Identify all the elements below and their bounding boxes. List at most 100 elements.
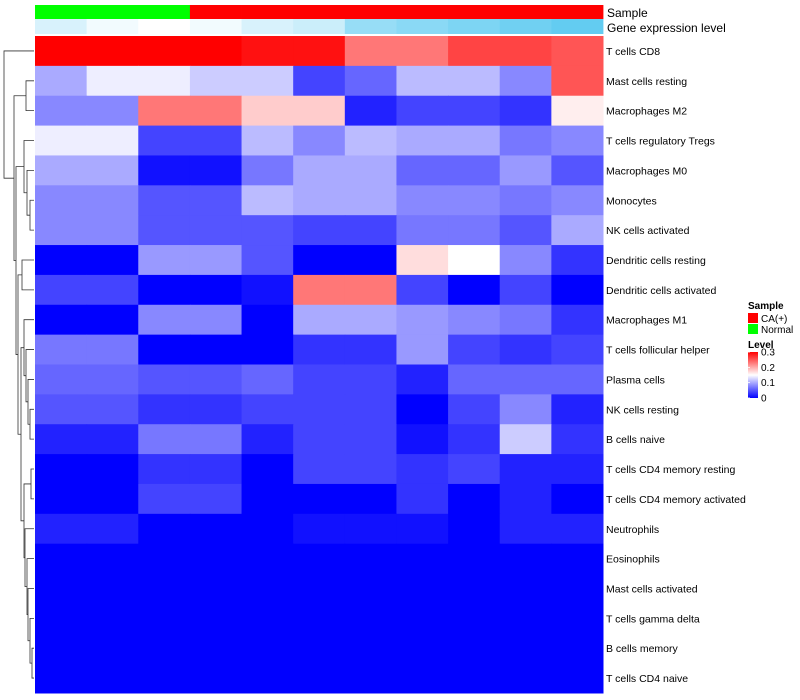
heatmap-cell (189, 483, 243, 515)
expression-annotation-cell (293, 19, 346, 34)
heatmap-cell (138, 185, 191, 216)
heatmap-cell (241, 95, 294, 127)
heatmap-cell (499, 454, 552, 485)
heatmap-cell (293, 454, 346, 485)
heatmap-cell (551, 543, 604, 575)
heatmap-cell (35, 603, 88, 634)
row-label: B cells memory (606, 643, 679, 655)
heatmap-cell (551, 65, 604, 97)
row-label: Macrophages M0 (606, 165, 687, 177)
heatmap-cell (35, 633, 88, 664)
heatmap-cell (241, 603, 294, 634)
heatmap-cell (551, 125, 604, 156)
row-label: Macrophages M2 (606, 106, 687, 118)
heatmap-cell (448, 543, 501, 575)
heatmap-cell (86, 633, 139, 664)
heatmap-cell (189, 424, 243, 455)
heatmap-cell (551, 573, 604, 604)
heatmap-cell (138, 274, 191, 306)
heatmap-cell (189, 65, 243, 97)
row-label: NK cells resting (606, 404, 679, 416)
legend-swatch (748, 324, 758, 334)
heatmap-cell (189, 36, 243, 67)
heatmap-cell (396, 424, 449, 455)
sample-annotation-cell (344, 5, 397, 19)
heatmap-cell (138, 215, 191, 246)
heatmap-cell (189, 364, 243, 395)
expression-annotation-cell (344, 19, 397, 34)
heatmap-cell (448, 245, 501, 276)
heatmap-cell (499, 663, 552, 694)
heatmap-cell (396, 125, 449, 156)
heatmap-cell (499, 125, 552, 156)
heatmap-cell (293, 364, 346, 395)
heatmap-cell (293, 424, 346, 455)
heatmap-cell (86, 603, 139, 634)
heatmap-cell (499, 364, 552, 395)
heatmap-cell (499, 483, 552, 515)
expression-annotation-label: Gene expression level (607, 21, 726, 35)
sample-annotation-cell (86, 5, 139, 19)
heatmap-cell (35, 245, 88, 276)
heatmap-cell (189, 304, 243, 336)
heatmap-cell (35, 513, 88, 545)
row-dendrogram (3, 50, 34, 679)
heatmap-cell (86, 245, 139, 276)
heatmap-cell (551, 185, 604, 216)
heatmap-cell (448, 603, 501, 634)
sample-annotation-cell (189, 5, 242, 19)
heatmap-cell (448, 36, 501, 67)
heatmap-cell (448, 155, 501, 186)
legend-color-bar (748, 352, 758, 398)
heatmap-cell (396, 394, 449, 425)
heatmap-cell (35, 215, 88, 246)
heatmap-cell (499, 36, 552, 67)
heatmap-cell (138, 633, 191, 664)
heatmap-cell (551, 603, 604, 634)
heatmap-cell (499, 304, 552, 336)
heatmap-cell (396, 573, 449, 604)
heatmap-cell (396, 274, 449, 306)
row-label: T cells follicular helper (606, 345, 710, 357)
heatmap-cell (241, 454, 294, 485)
dendrogram-branch (24, 528, 34, 588)
heatmap-cell (241, 633, 294, 664)
dendrogram-branch (23, 319, 34, 377)
heatmap-cell (35, 185, 88, 216)
heatmap-cell (189, 95, 243, 127)
heatmap-cell (293, 304, 346, 336)
heatmap-cell (344, 573, 397, 604)
heatmap-cell (86, 483, 139, 515)
heatmap-cell (35, 65, 88, 97)
heatmap-cell (396, 185, 449, 216)
legend-swatch (748, 313, 758, 323)
heatmap-cell (35, 125, 88, 156)
heatmap-cell (138, 125, 191, 156)
heatmap-cell (189, 185, 243, 216)
heatmap-cell (86, 95, 139, 127)
heatmap-cell (35, 274, 88, 306)
heatmap-cell (499, 603, 552, 634)
sample-annotation-label: Sample (607, 6, 648, 20)
expression-annotation-cell (396, 19, 449, 34)
heatmap-cell (344, 633, 397, 664)
legend-sample-item: Normal (761, 325, 793, 336)
row-label: T cells CD4 memory resting (606, 464, 735, 476)
expression-annotation-cell (35, 19, 88, 34)
row-label: B cells naive (606, 434, 665, 446)
heatmap-cell (86, 36, 139, 67)
heatmap-cell (293, 95, 346, 127)
legend-sample-item: CA(+) (761, 314, 787, 325)
dendrogram-branch (29, 199, 34, 231)
row-labels: T cells CD8 Mast cells resting Macrophages… (606, 46, 746, 685)
heatmap-cell (344, 155, 397, 186)
heatmap-cell (189, 274, 243, 306)
sample-annotation-cell (499, 5, 552, 19)
heatmap-cell (293, 633, 346, 664)
heatmap-cell (448, 424, 501, 455)
heatmap-cell (138, 364, 191, 395)
legend-tick-label: 0 (761, 394, 767, 405)
heatmap-cell (86, 543, 139, 575)
heatmap-cell (396, 36, 449, 67)
heatmap-cell (396, 513, 449, 545)
